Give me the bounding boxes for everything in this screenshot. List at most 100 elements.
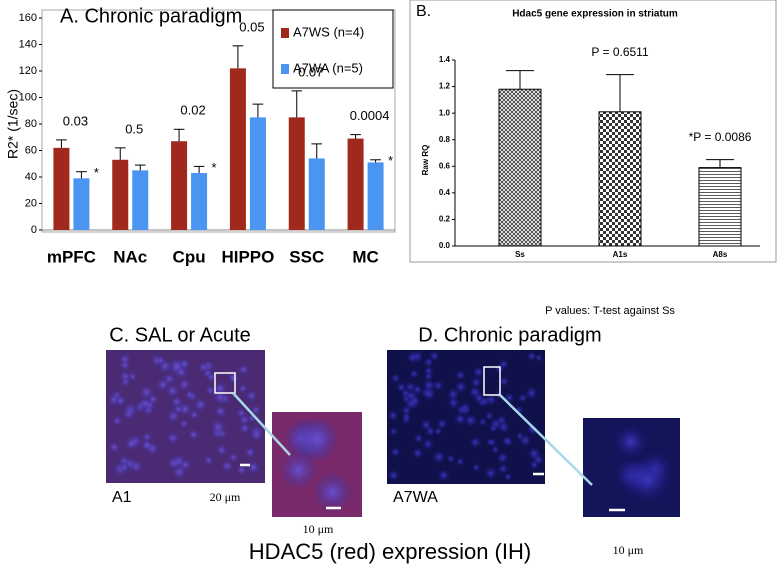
cell: [488, 424, 498, 433]
error-bar: [706, 159, 734, 168]
cell: [251, 429, 263, 441]
cell: [624, 457, 671, 504]
panel-title: C. SAL or Acute: [109, 324, 251, 346]
cell: [238, 422, 251, 435]
bar: [191, 173, 208, 230]
cell: [147, 392, 160, 405]
x-tick-label: Cpu: [173, 247, 206, 266]
cell: [243, 446, 257, 459]
cell: [140, 439, 153, 452]
cell: [503, 472, 513, 482]
cell: [294, 415, 341, 462]
bar: [171, 141, 188, 230]
cell: [453, 412, 468, 426]
bar: [498, 88, 542, 247]
cell: [203, 454, 215, 467]
x-tick-label: A1s: [613, 250, 628, 259]
cell: [122, 407, 136, 421]
cell: [213, 404, 228, 419]
cell: [484, 466, 498, 481]
cell: [463, 413, 478, 428]
cell: [529, 460, 540, 470]
error-bar: [114, 147, 126, 160]
cell: [454, 380, 468, 394]
x-tick-label: SSC: [289, 247, 324, 266]
cell: [120, 376, 131, 388]
cell: [402, 412, 411, 421]
x-tick-label: Ss: [515, 250, 525, 259]
cell: [129, 459, 144, 474]
cell: [177, 377, 192, 392]
cell: [409, 395, 420, 405]
cell: [446, 396, 461, 410]
cell: [428, 350, 440, 362]
cell: [485, 411, 494, 421]
legend-label: A7WS (n=4): [293, 24, 364, 39]
cell: [527, 446, 542, 461]
error-bar: [193, 165, 205, 174]
zoom-box: [214, 372, 236, 394]
cell: [421, 438, 435, 451]
x-tick-label: mPFC: [47, 247, 96, 266]
bar: [308, 158, 325, 230]
panel-title: D. Chronic paradigm: [418, 324, 601, 346]
cell: [411, 447, 424, 460]
y-tick-label: 40: [25, 171, 37, 183]
cell: [423, 371, 434, 381]
error-bar: [252, 103, 264, 118]
x-tick-label: HIPPO: [221, 247, 274, 266]
cell: [395, 381, 407, 394]
cell: [455, 457, 465, 467]
cell: [456, 404, 467, 416]
y-tick-label: 0.4: [439, 188, 451, 197]
bar: [73, 178, 90, 230]
micrographs: [106, 349, 680, 517]
cell: [215, 443, 229, 457]
cell: [387, 409, 399, 422]
y-tick-label: 20: [25, 197, 37, 209]
panel-label: B.: [416, 3, 431, 20]
zoom-box: [483, 366, 501, 396]
cell: [245, 459, 262, 476]
error-bar: [232, 45, 244, 69]
cell: [165, 408, 181, 424]
y-tick-label: 0.6: [439, 161, 451, 170]
legend-swatch: [281, 64, 289, 74]
image-label: A7WA: [393, 489, 438, 506]
cell: [422, 387, 437, 401]
x-tick-label: NAc: [113, 247, 147, 266]
y-tick-label: 0.0: [439, 241, 451, 250]
cell: [220, 459, 234, 473]
cell: [406, 351, 419, 364]
cell: [408, 368, 420, 380]
cell: [420, 418, 433, 432]
y-tick-label: 80: [25, 118, 37, 130]
legend: [272, 9, 394, 89]
cell: [485, 437, 495, 447]
cell: [250, 404, 262, 416]
cell: [490, 444, 500, 454]
p-value: 0.5: [125, 121, 143, 136]
y-axis-label: Raw RQ: [421, 145, 430, 176]
error-bar: [350, 134, 361, 139]
cell: [484, 393, 498, 407]
cell: [184, 389, 195, 400]
error-bar: [506, 70, 534, 90]
cell: [517, 393, 528, 403]
bar: [249, 117, 266, 230]
note: P values: T-test against Ss: [545, 305, 675, 317]
error-bar: [606, 74, 634, 112]
chart-title: Hdac5 gene expression in striatum: [512, 9, 678, 20]
error-bar: [370, 159, 381, 163]
cell: [431, 449, 447, 465]
cell: [178, 418, 190, 430]
cell: [413, 433, 424, 444]
scale-label: 20 μm: [210, 490, 241, 504]
cell: [498, 376, 510, 387]
bar: [132, 170, 149, 230]
error-bar: [173, 128, 185, 142]
cell: [168, 357, 186, 375]
y-tick-label: 1.2: [439, 82, 451, 91]
y-tick-label: 160: [19, 12, 37, 24]
error-bar: [56, 139, 67, 148]
